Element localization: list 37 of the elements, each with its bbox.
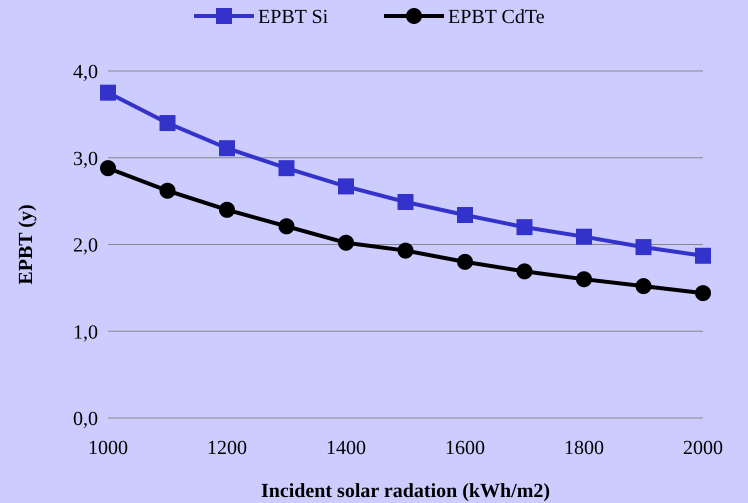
point — [338, 234, 354, 251]
x-tick-label: 1600 — [445, 437, 485, 459]
y-tick-label: 0,0 — [73, 408, 98, 430]
point — [100, 160, 116, 176]
x-tick-label: 1400 — [326, 437, 366, 459]
point — [576, 271, 592, 288]
legend-label: EPBT CdTe — [448, 6, 545, 28]
point — [278, 160, 294, 176]
point — [516, 219, 532, 236]
y-tick-label: 3,0 — [73, 148, 98, 170]
point — [576, 228, 592, 245]
y-tick-label: 1,0 — [73, 321, 98, 344]
point — [160, 115, 176, 132]
point — [695, 285, 711, 302]
point — [457, 254, 473, 270]
point — [457, 207, 473, 224]
x-tick-label: 2000 — [683, 437, 723, 459]
x-tick-label: 1000 — [88, 437, 128, 459]
point — [636, 278, 652, 294]
point — [278, 218, 294, 234]
point — [219, 202, 235, 218]
point — [100, 84, 116, 101]
point — [516, 263, 532, 280]
point — [398, 242, 414, 259]
y-axis-title: EPBT (y) — [15, 204, 37, 285]
point — [398, 194, 414, 210]
x-tick-label: 1800 — [564, 437, 604, 459]
point — [219, 140, 235, 156]
y-tick-label: 2,0 — [73, 234, 98, 256]
y-tick-label: 4,0 — [73, 61, 98, 83]
x-axis-title: Incident solar radation (kWh/m2) — [260, 480, 550, 502]
point — [695, 248, 711, 264]
point — [338, 178, 354, 194]
legend-label: EPBT Si — [258, 6, 329, 28]
point — [160, 182, 176, 199]
point — [636, 239, 652, 256]
x-tick-label: 1200 — [207, 437, 247, 459]
